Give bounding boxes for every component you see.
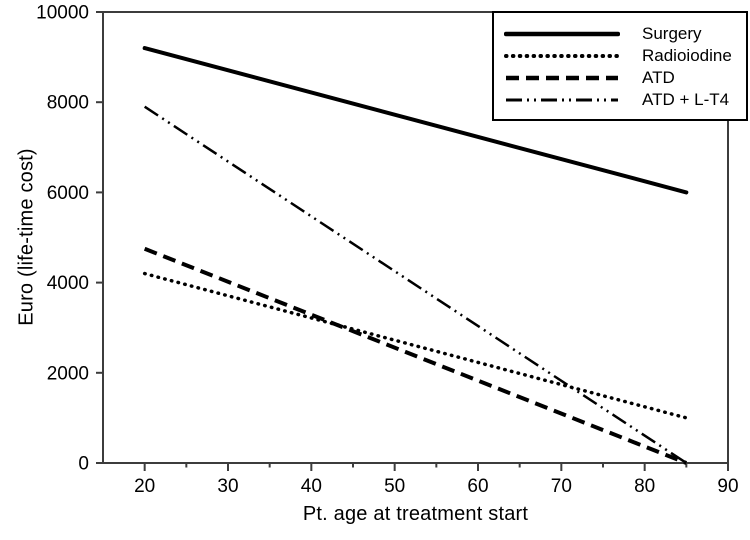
y-tick-label: 0 bbox=[78, 454, 89, 475]
y-tick-label: 4000 bbox=[47, 273, 89, 294]
x-tick-label: 80 bbox=[634, 476, 655, 497]
legend-line-sample-radioiodine bbox=[504, 54, 620, 58]
x-tick-label: 70 bbox=[551, 476, 572, 497]
x-tick-label: 40 bbox=[301, 476, 322, 497]
legend-label: Surgery bbox=[642, 24, 702, 43]
legend-label: ATD bbox=[642, 68, 675, 87]
legend-line-sample-atd-l-t4 bbox=[506, 98, 618, 102]
x-tick-label: 50 bbox=[384, 476, 405, 497]
y-axis-title: Euro (life-time cost) bbox=[15, 148, 38, 326]
legend-line-sample-atd bbox=[506, 75, 618, 81]
x-tick-label: 60 bbox=[467, 476, 488, 497]
x-tick-label: 20 bbox=[134, 476, 155, 497]
series-line-atd-l-t4 bbox=[143, 105, 688, 465]
legend-item-atd: ATD bbox=[494, 67, 746, 89]
y-tick-label: 10000 bbox=[36, 3, 89, 24]
legend-item-atd-l-t4: ATD + L-T4 bbox=[494, 89, 746, 111]
series-line-atd bbox=[143, 246, 688, 465]
legend-label: ATD + L-T4 bbox=[642, 90, 730, 109]
legend-item-radioiodine: Radioiodine bbox=[494, 45, 746, 67]
legend-item-surgery: Surgery bbox=[494, 23, 746, 45]
x-tick-label: 90 bbox=[717, 476, 738, 497]
series-line-radioiodine bbox=[142, 271, 689, 420]
y-tick-label: 2000 bbox=[47, 363, 89, 384]
legend-label: Radioiodine bbox=[642, 46, 732, 65]
plot-frame bbox=[102, 11, 729, 464]
y-tick-label: 8000 bbox=[47, 93, 89, 114]
x-tick-label: 30 bbox=[217, 476, 238, 497]
x-axis-title: Pt. age at treatment start bbox=[302, 503, 529, 525]
legend: Surgery Radioiodine ATD ATD + L-T4 bbox=[492, 11, 748, 121]
series-line-surgery bbox=[142, 46, 689, 195]
y-tick-label: 6000 bbox=[47, 183, 89, 204]
legend-line-sample-surgery bbox=[504, 31, 620, 37]
